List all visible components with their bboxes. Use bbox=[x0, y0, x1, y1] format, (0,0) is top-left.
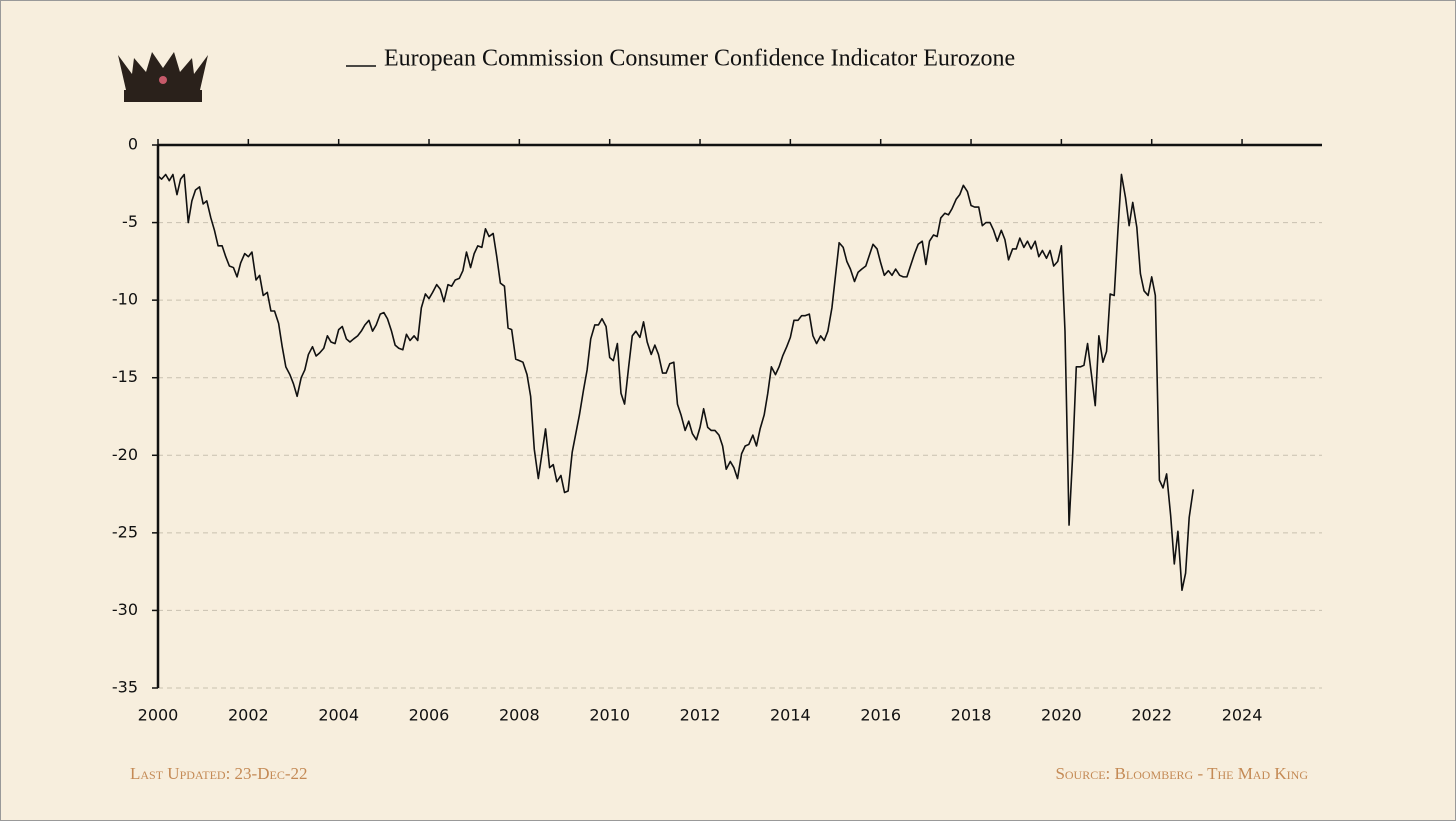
x-tick-label: 2016 bbox=[860, 706, 901, 725]
y-tick-label: -30 bbox=[112, 600, 138, 619]
x-tick-label: 2012 bbox=[680, 706, 721, 725]
x-tick-label: 2008 bbox=[499, 706, 540, 725]
y-tick-label: -5 bbox=[122, 212, 138, 231]
x-tick-label: 2024 bbox=[1222, 706, 1263, 725]
x-tick-label: 2022 bbox=[1131, 706, 1172, 725]
x-tick-label: 2002 bbox=[228, 706, 269, 725]
x-tick-label: 2000 bbox=[138, 706, 179, 725]
x-tick-label: 2018 bbox=[951, 706, 992, 725]
y-tick-label: -25 bbox=[112, 522, 138, 541]
x-tick-label: 2014 bbox=[770, 706, 811, 725]
footer-left: Last Updated: 23-Dec-22 bbox=[130, 764, 308, 783]
x-tick-label: 2010 bbox=[589, 706, 630, 725]
x-tick-label: 2006 bbox=[409, 706, 450, 725]
y-tick-label: -20 bbox=[112, 445, 138, 464]
x-tick-label: 2004 bbox=[318, 706, 359, 725]
legend-label: European Commission Consumer Confidence … bbox=[384, 46, 1015, 72]
footer-right: Source: Bloomberg - The Mad King bbox=[1055, 764, 1308, 783]
y-tick-label: -10 bbox=[112, 290, 138, 309]
x-tick-label: 2020 bbox=[1041, 706, 1082, 725]
y-tick-label: 0 bbox=[128, 135, 138, 154]
y-tick-label: -35 bbox=[112, 678, 138, 697]
crown-logo bbox=[118, 52, 208, 102]
y-tick-label: -15 bbox=[112, 367, 138, 386]
series-line bbox=[157, 173, 1195, 592]
